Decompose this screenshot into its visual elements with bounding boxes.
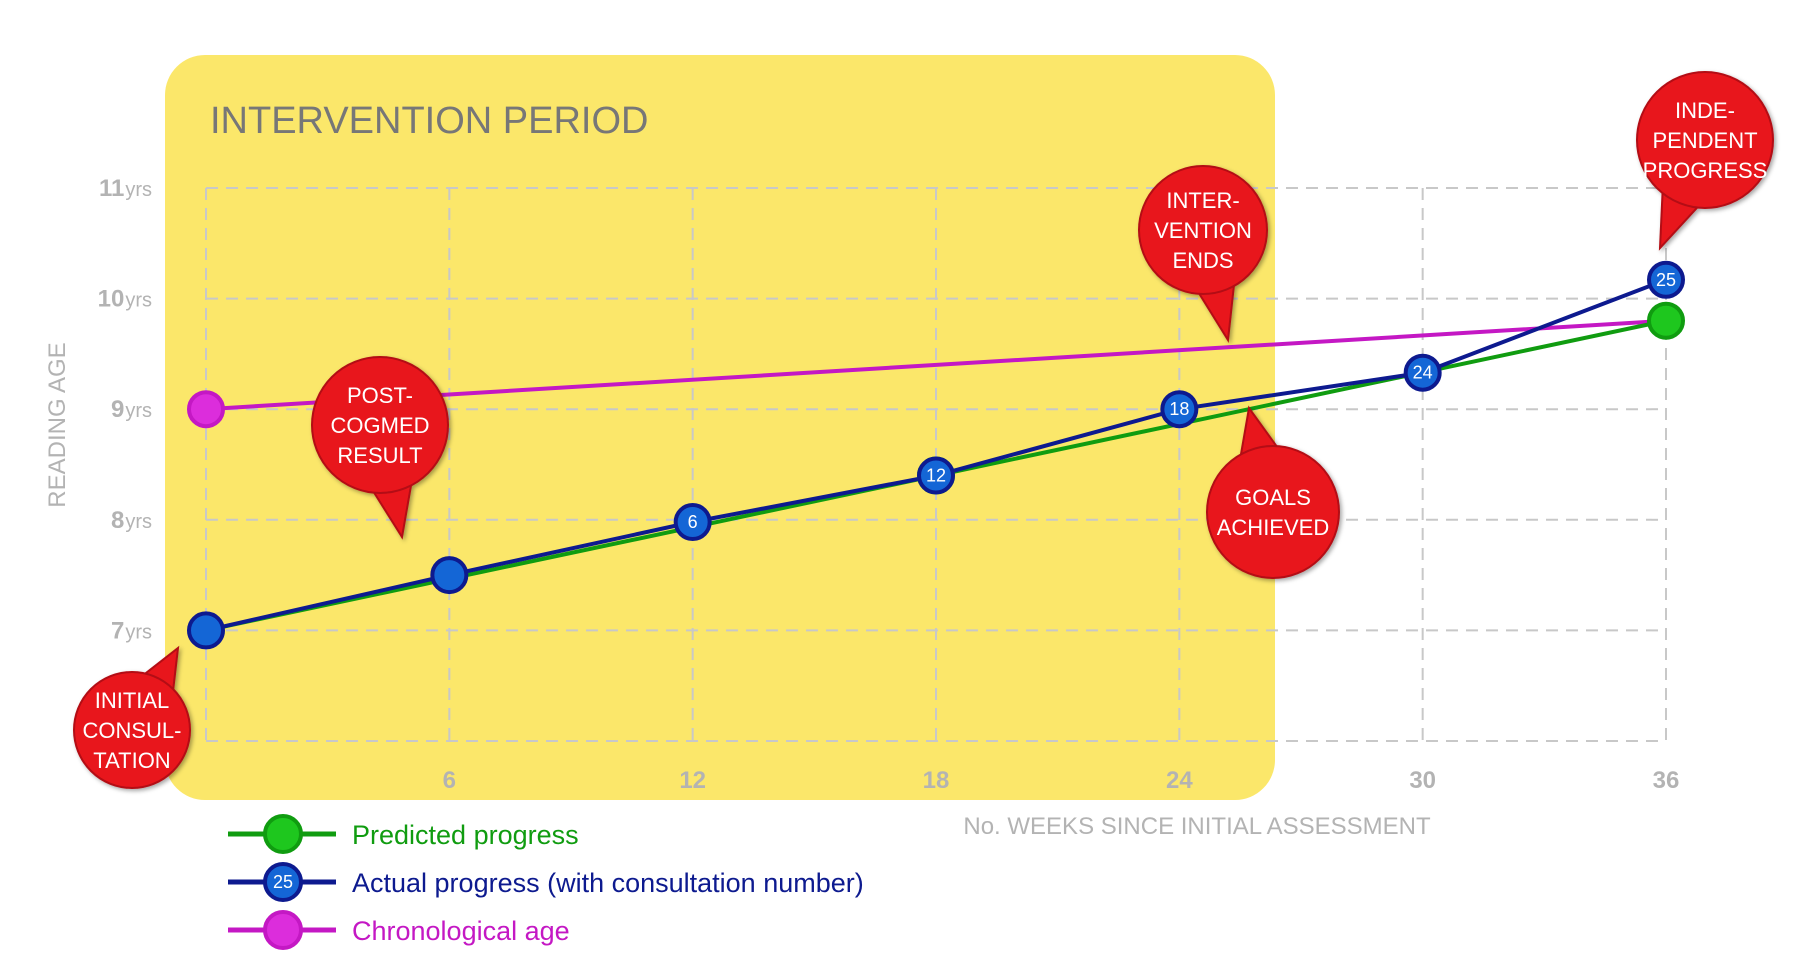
y-tick-label: 7yrs: [111, 617, 152, 644]
annotation-bubble: [311, 356, 449, 540]
annotation-text: INDE-: [1675, 98, 1735, 123]
annotation-text: ACHIEVED: [1217, 515, 1329, 540]
y-tick-unit: yrs: [125, 290, 152, 312]
annotation-circle: [311, 356, 449, 494]
y-axis-label: READING AGE: [44, 342, 71, 507]
annotation-text: COGMED: [331, 413, 430, 438]
actual-marker-label: 12: [926, 466, 946, 486]
legend-marker: [263, 814, 303, 854]
y-tick-number: 10: [98, 286, 125, 313]
y-tick-label: 8yrs: [111, 507, 152, 534]
series-markers: 6 12 18 24 25: [187, 260, 1685, 650]
annotation-text: PENDENT: [1652, 128, 1757, 153]
annotation-circle: [1138, 165, 1268, 295]
annotation-bubble: [73, 645, 191, 789]
x-tick-label: 24: [1166, 767, 1193, 794]
y-tick-label: 10yrs: [98, 286, 152, 313]
y-tick-number: 8: [111, 507, 124, 534]
annotation-text: INITIAL: [95, 688, 170, 713]
actual-marker: [430, 556, 469, 595]
actual-marker: [673, 503, 712, 542]
legend-marker: [263, 862, 303, 902]
annotation-text: RESULT: [337, 443, 422, 468]
x-tick-label: 18: [923, 767, 950, 794]
predicted-marker: [1647, 301, 1685, 340]
legend-marker-label: 25: [273, 872, 293, 892]
x-axis-ticks: 6 12 18 24 30 36: [443, 767, 1680, 794]
y-tick-number: 11: [99, 175, 124, 202]
actual-marker-label: 18: [1169, 399, 1189, 419]
chrono-marker: [187, 390, 225, 429]
annotation-bubble: [1138, 165, 1268, 343]
x-tick-label: 6: [443, 767, 456, 794]
intervention-band: [165, 55, 1275, 800]
annotation-bubble: [1636, 71, 1774, 251]
legend: Predicted progress 25 Actual progress (wit…: [228, 814, 864, 950]
x-tick-label: 12: [679, 767, 706, 794]
actual-marker-label: 6: [688, 512, 698, 532]
annotation-text: GOALS: [1235, 485, 1311, 510]
actual-marker: [187, 611, 225, 650]
y-tick-unit: yrs: [125, 511, 152, 533]
actual-marker: [1160, 390, 1199, 429]
actual-marker: [917, 456, 955, 495]
legend-marker: [263, 910, 303, 950]
annotation-text: ENDS: [1172, 248, 1233, 273]
legend-label: Actual progress (with consultation numbe…: [352, 868, 864, 898]
intervention-band-label: INTERVENTION PERIOD: [210, 100, 648, 142]
legend-label: Chronological age: [352, 916, 570, 946]
x-tick-label: 30: [1409, 767, 1436, 794]
y-tick-unit: yrs: [125, 179, 152, 201]
annotation-text: CONSUL-: [82, 718, 181, 743]
y-tick-unit: yrs: [125, 400, 152, 422]
annotation-circle: [73, 671, 191, 789]
annotation-bubble: [1206, 405, 1340, 579]
y-tick-unit: yrs: [125, 621, 152, 643]
y-tick-label: 11yrs: [99, 175, 152, 202]
annotation-circle: [1206, 445, 1340, 579]
series-line: [205, 318, 1667, 412]
y-tick-number: 9: [111, 396, 124, 423]
actual-marker: [1647, 260, 1685, 299]
annotation-text: VENTION: [1154, 218, 1252, 243]
grid: [205, 187, 1667, 742]
legend-label: Predicted progress: [352, 820, 579, 850]
y-tick-number: 7: [111, 617, 124, 644]
x-tick-label: 36: [1653, 767, 1680, 794]
annotation-text: POST-: [347, 383, 413, 408]
y-tick-label: 9yrs: [111, 396, 152, 423]
actual-marker-label: 24: [1413, 363, 1433, 383]
annotation-text: INTER-: [1166, 188, 1239, 213]
actual-marker-label: 25: [1656, 270, 1676, 290]
actual-marker: [1403, 353, 1442, 392]
annotation-bubbles: INITIAL CONSUL- TATION POST- COGMED RESULT INT…: [73, 71, 1774, 789]
annotation-text: PROGRESS: [1643, 158, 1768, 183]
annotation-text: TATION: [93, 748, 170, 773]
annotation-circle: [1636, 71, 1774, 209]
x-axis-label: No. WEEKS SINCE INITIAL ASSESSMENT: [963, 813, 1431, 840]
